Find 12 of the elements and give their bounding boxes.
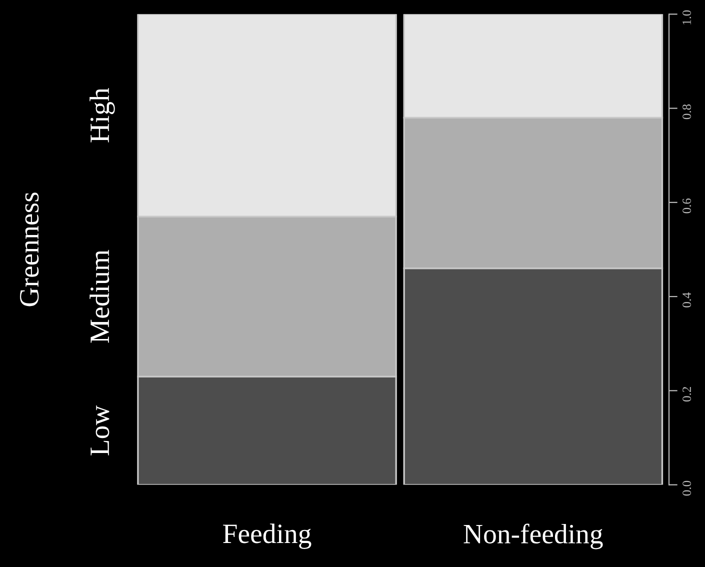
y-tick-label: 0.8: [682, 104, 692, 120]
y-axis-title: Greenness: [20, 192, 39, 306]
y-tick-label: 0.4: [682, 292, 692, 308]
text: Low: [90, 405, 110, 456]
text: High: [90, 88, 115, 142]
x-tick-label: Non-feeding: [464, 524, 603, 550]
text: Medium: [90, 250, 110, 343]
y-tick-label: 1.0: [682, 10, 692, 24]
y-tick-label: 0.0: [682, 480, 692, 496]
y-tick-label: 0.2: [682, 387, 692, 402]
y-tick-label: 0.6: [682, 198, 692, 214]
x-tick-label: Feeding: [223, 524, 312, 549]
